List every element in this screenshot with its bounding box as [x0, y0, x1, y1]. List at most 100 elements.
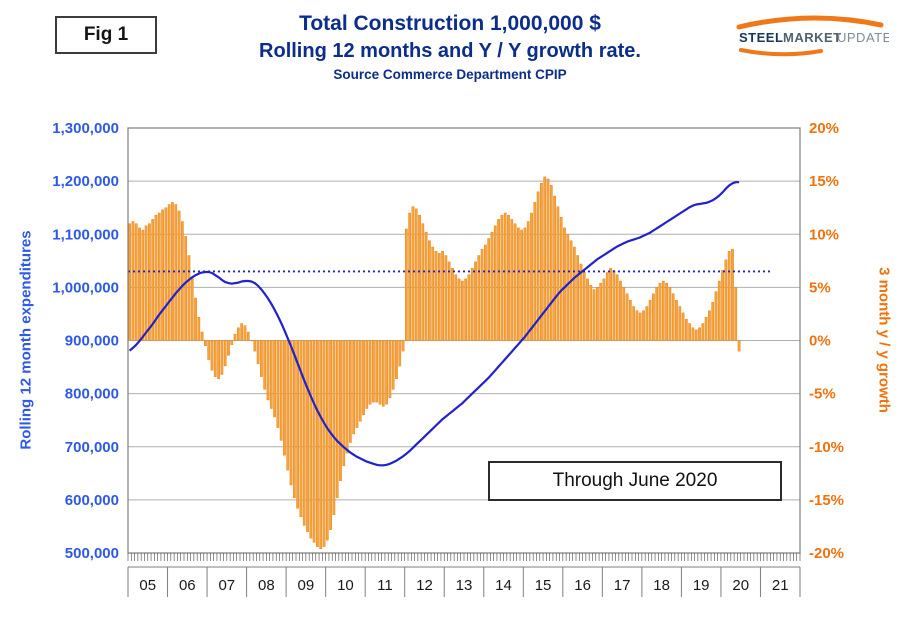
- left-axis-tick-label: 900,000: [65, 333, 119, 350]
- growth-bar: [345, 340, 349, 454]
- right-axis-tick-label: -20%: [809, 545, 844, 562]
- chart-title: Total Construction 1,000,000 $: [299, 12, 601, 35]
- growth-bar: [691, 327, 695, 341]
- figure-label: Fig 1: [83, 24, 129, 45]
- year-label: 07: [218, 577, 235, 594]
- growth-bar: [579, 263, 583, 341]
- growth-bar: [316, 340, 319, 547]
- growth-bar: [395, 340, 398, 379]
- growth-bar: [375, 340, 379, 403]
- growth-bar: [260, 340, 263, 377]
- growth-bar: [243, 325, 247, 341]
- growth-bar: [368, 340, 372, 405]
- growth-bar: [190, 276, 194, 341]
- growth-bar: [322, 340, 326, 547]
- growth-bar: [138, 227, 141, 341]
- growth-bar: [517, 227, 520, 341]
- growth-bar: [464, 278, 467, 341]
- growth-bar: [661, 280, 665, 341]
- growth-bar: [635, 310, 639, 341]
- growth-bar: [724, 259, 728, 341]
- growth-bar: [236, 327, 240, 341]
- growth-bar: [240, 323, 243, 341]
- growth-bar: [352, 340, 355, 435]
- growth-bar: [194, 297, 197, 341]
- logo-word-update: UPDATE: [837, 30, 889, 45]
- growth-bar: [556, 206, 560, 341]
- growth-bar: [487, 238, 491, 341]
- growth-bar: [731, 248, 734, 341]
- growth-bar: [573, 246, 576, 341]
- year-label: 10: [337, 577, 354, 594]
- growth-bar: [246, 331, 250, 341]
- growth-bar: [553, 195, 556, 341]
- growth-bar: [312, 340, 316, 543]
- right-axis-tick-label: 15%: [809, 173, 839, 190]
- year-label: 16: [574, 577, 591, 594]
- growth-bar: [540, 183, 543, 341]
- growth-bar: [530, 212, 533, 341]
- growth-bar: [286, 340, 290, 471]
- growth-bar: [398, 340, 402, 367]
- growth-bar: [157, 212, 161, 341]
- growth-bar: [605, 272, 609, 341]
- right-axis-tick-label: 10%: [809, 226, 839, 243]
- year-label: 20: [732, 577, 749, 594]
- left-axis-tick-label: 800,000: [65, 386, 119, 403]
- logo-word-market: MARKET: [783, 30, 842, 45]
- growth-bar: [405, 228, 408, 341]
- growth-bar: [675, 299, 678, 341]
- growth-bar: [586, 278, 589, 341]
- growth-bar: [576, 255, 579, 341]
- growth-bar: [694, 329, 698, 341]
- growth-bar: [655, 287, 659, 341]
- growth-bar: [441, 251, 444, 341]
- right-axis-tick-label: -10%: [809, 439, 844, 456]
- growth-bar: [685, 319, 688, 341]
- growth-bar: [523, 227, 527, 341]
- growth-bar: [230, 340, 234, 345]
- growth-bar: [642, 310, 645, 341]
- growth-bar: [671, 293, 675, 341]
- growth-bar: [421, 223, 425, 341]
- growth-bar: [648, 299, 652, 341]
- year-label: 19: [693, 577, 710, 594]
- growth-bar: [569, 240, 573, 341]
- growth-bar: [279, 340, 283, 441]
- growth-bar: [266, 340, 270, 401]
- growth-bar: [503, 212, 507, 341]
- growth-bar: [276, 340, 280, 428]
- growth-bar: [233, 333, 237, 341]
- growth-bar: [217, 340, 220, 379]
- right-axis-tick-label: -15%: [809, 492, 844, 509]
- growth-bar: [388, 340, 392, 399]
- growth-bar: [223, 340, 227, 367]
- growth-bar: [227, 340, 230, 356]
- right-axis-tick-label: -5%: [809, 386, 836, 403]
- year-label: 15: [535, 577, 552, 594]
- year-label: 05: [139, 577, 156, 594]
- growth-bar: [678, 306, 682, 341]
- figure-label-box: Fig 1: [55, 16, 157, 54]
- growth-bar: [151, 219, 155, 341]
- growth-bar: [319, 340, 323, 549]
- growth-bar: [490, 231, 494, 341]
- left-axis-tick-label: 500,000: [65, 545, 119, 562]
- growth-bar: [625, 293, 629, 341]
- growth-bar: [184, 236, 187, 341]
- growth-bar: [447, 261, 451, 341]
- growth-bar: [454, 274, 458, 341]
- growth-bar: [256, 340, 260, 365]
- growth-bar: [325, 340, 329, 541]
- growth-bar: [381, 340, 385, 407]
- right-axis-tick-label: 0%: [809, 333, 831, 350]
- growth-bar: [431, 246, 435, 341]
- growth-bar: [645, 306, 649, 341]
- chart-source: Source Commerce Department CPIP: [333, 67, 567, 83]
- growth-bar: [563, 227, 566, 341]
- growth-bar: [428, 240, 431, 341]
- growth-bar: [418, 214, 421, 341]
- growth-bar: [204, 340, 207, 347]
- year-label: 09: [298, 577, 315, 594]
- growth-bar: [213, 340, 217, 377]
